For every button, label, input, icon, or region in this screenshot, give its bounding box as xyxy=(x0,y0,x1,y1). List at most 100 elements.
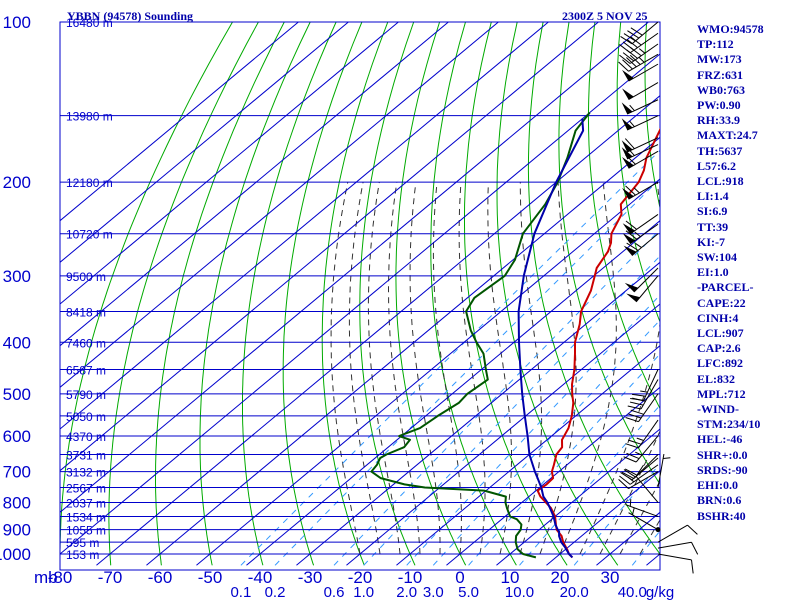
index-line: SW:104 xyxy=(697,250,738,265)
dry-adiabat xyxy=(60,22,233,566)
pressure-tick-label: 600 xyxy=(3,427,31,446)
dry-adiabat xyxy=(199,22,311,566)
index-line: MAXT:24.7 xyxy=(697,128,758,143)
pressure-tick-label: 700 xyxy=(3,463,31,482)
mixing-ratio-line xyxy=(573,463,660,566)
index-line: BRN:0.6 xyxy=(697,493,742,508)
index-line: L57:6.2 xyxy=(697,158,736,173)
height-label: 153 m xyxy=(66,548,99,562)
index-line: LCL:918 xyxy=(697,174,744,189)
dry-adiabat xyxy=(496,22,619,566)
temperature-tick-label: -80 xyxy=(48,568,73,587)
mixing-ratio-label: 20.0 xyxy=(560,584,589,600)
wind-barb xyxy=(618,53,659,72)
index-line: FRZ:631 xyxy=(697,67,743,82)
wind-barb xyxy=(628,507,659,531)
temperature-tick-label: 20 xyxy=(551,568,570,587)
height-label: 1534 m xyxy=(66,510,106,524)
dry-adiabat xyxy=(558,22,660,486)
index-line: RH:33.9 xyxy=(697,113,740,128)
height-label: 13980 m xyxy=(66,110,113,124)
mixing-ratio-line xyxy=(333,228,660,566)
dry-adiabat xyxy=(321,22,389,566)
isotherm xyxy=(60,22,550,430)
index-line: CINH:4 xyxy=(697,310,739,325)
moist-adiabat xyxy=(599,429,660,555)
temperature-tick-label: -10 xyxy=(398,568,423,587)
index-line: SI:6.9 xyxy=(697,204,728,219)
pressure-tick-label: 800 xyxy=(3,493,31,512)
dry-adiabat xyxy=(464,22,568,566)
index-line: EHI:0.0 xyxy=(697,478,739,493)
mixing-ratio-line xyxy=(274,178,660,566)
pressure-tick-label: 200 xyxy=(3,173,31,192)
moist-adiabat xyxy=(619,479,660,555)
dry-adiabat xyxy=(155,22,285,566)
pressure-tick-label: 500 xyxy=(3,385,31,404)
index-line: SHR+:0.0 xyxy=(697,447,748,462)
height-label: 5050 m xyxy=(66,410,106,424)
isotherm xyxy=(396,345,660,566)
isotherm xyxy=(196,178,660,566)
mixing-ratio-line xyxy=(468,353,660,566)
moist-adiabat xyxy=(367,182,401,555)
height-label: 16480 m xyxy=(66,16,113,30)
wind-barb xyxy=(625,393,659,423)
mixing-ratio-line xyxy=(519,404,660,566)
mixing-ratio-label: 40.0 xyxy=(618,584,647,600)
height-label: 6587 m xyxy=(66,364,106,378)
isotherm xyxy=(60,22,400,305)
mixing-ratio-label: 0.6 xyxy=(324,584,345,600)
mixing-ratio-label: 1.0 xyxy=(353,584,374,600)
temperature-tick-label: -50 xyxy=(198,568,223,587)
index-line: CAP:2.6 xyxy=(697,341,741,356)
moist-adiabat xyxy=(579,182,660,555)
index-line: -PARCEL- xyxy=(697,280,754,295)
height-label: 1055 m xyxy=(66,524,106,538)
wind-barb xyxy=(621,115,659,131)
dewpoint-line xyxy=(370,111,591,559)
dry-adiabat xyxy=(242,22,337,566)
sounding-time: 2300Z 5 NOV 25 xyxy=(562,9,648,23)
moist-adiabat xyxy=(519,182,543,555)
wind-barb xyxy=(622,214,659,235)
moist-adiabat xyxy=(348,182,381,555)
plot-frame xyxy=(59,21,661,571)
wind-barb xyxy=(621,137,659,153)
index-line: KI:-7 xyxy=(697,234,725,249)
mixing-ratio-label: 5.0 xyxy=(458,584,479,600)
pressure-tick-label: 100 xyxy=(3,13,31,32)
temperature-tick-label: -60 xyxy=(148,568,173,587)
mixing-ratio-label: 0.1 xyxy=(230,584,251,600)
dry-adiabat xyxy=(430,22,517,566)
isotherm xyxy=(296,261,660,566)
height-label: 9500 m xyxy=(66,270,106,284)
wind-barb xyxy=(622,181,659,200)
height-label: 2037 m xyxy=(66,496,106,510)
index-line: TP:112 xyxy=(697,37,734,52)
mixing-ratio-label: 10.0 xyxy=(505,584,534,600)
moist-adiabat xyxy=(487,182,512,555)
dry-adiabat xyxy=(282,22,363,566)
height-label: 12180 m xyxy=(66,176,113,190)
height-label: 3132 m xyxy=(66,466,106,480)
wind-barb xyxy=(625,499,659,517)
temperature-tick-label: 10 xyxy=(501,568,520,587)
index-line: WMO:94578 xyxy=(697,22,764,36)
index-line: TH:5637 xyxy=(697,143,743,158)
wind-barb xyxy=(623,233,659,256)
dry-adiabat xyxy=(587,22,660,410)
temperature-tick-label: -40 xyxy=(248,568,273,587)
height-label: 2567 m xyxy=(66,482,106,496)
wind-barb xyxy=(622,63,659,82)
isotherm xyxy=(60,22,350,263)
isotherm xyxy=(60,53,660,555)
station-title: YBBN (94578) Sounding xyxy=(67,9,194,23)
index-line: PW:0.90 xyxy=(697,98,741,113)
index-line: BSHR:40 xyxy=(697,508,746,523)
moist-adiabat xyxy=(559,182,617,555)
isotherm xyxy=(496,428,660,566)
wind-barb-base-marker xyxy=(655,527,661,533)
moist-adiabat xyxy=(409,182,441,554)
